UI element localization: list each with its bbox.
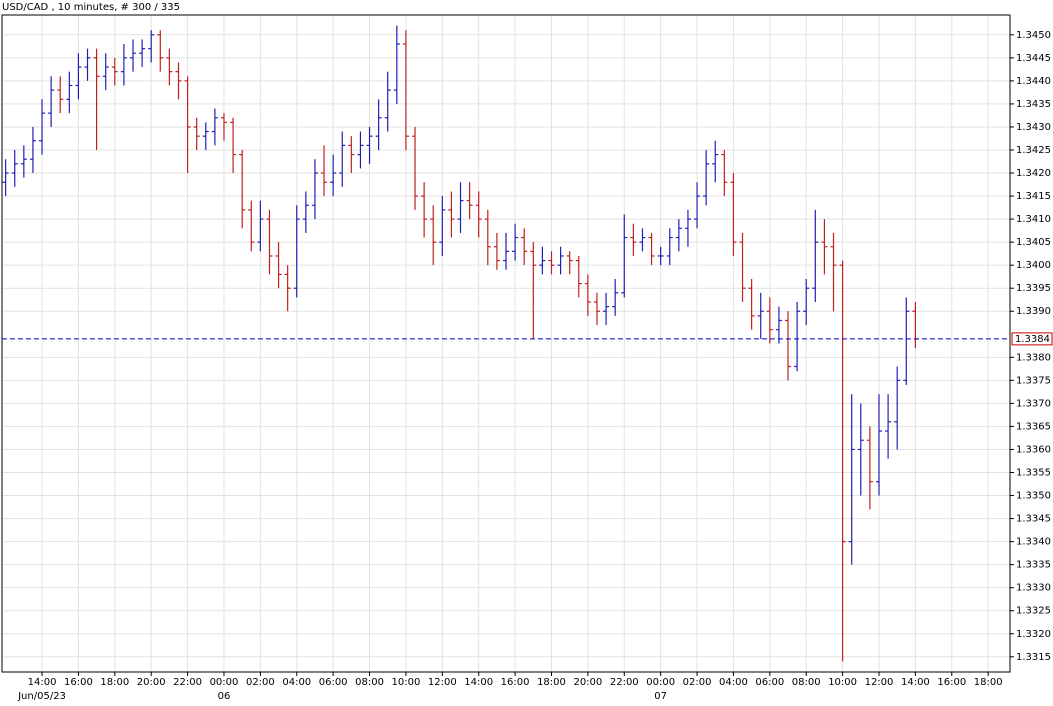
- y-tick-label: 1.3375: [1016, 375, 1051, 386]
- x-tick-label: 02:00: [246, 677, 275, 688]
- x-tick-label: 06:00: [319, 677, 348, 688]
- y-tick-label: 1.3390: [1016, 306, 1051, 317]
- y-tick-label: 1.3405: [1016, 237, 1051, 248]
- x-tick-label: 18:00: [537, 677, 566, 688]
- x-tick-label: 18:00: [974, 677, 1003, 688]
- x-tick-label: 00:00: [210, 677, 239, 688]
- y-tick-label: 1.3345: [1016, 514, 1051, 525]
- x-tick-label: 00:00: [646, 677, 675, 688]
- x-tick-label: 14:00: [464, 677, 493, 688]
- last-price-box: [1011, 332, 1053, 346]
- y-tick-label: 1.3365: [1016, 421, 1051, 432]
- chart-title: USD/CAD , 10 minutes, # 300 / 335: [2, 2, 180, 13]
- y-tick-label: 1.3425: [1016, 145, 1051, 156]
- y-tick-label: 1.3320: [1016, 629, 1051, 640]
- x-tick-label: 06:00: [755, 677, 784, 688]
- x-tick-label: 04:00: [719, 677, 748, 688]
- y-tick-label: 1.3315: [1016, 652, 1051, 663]
- y-tick-label: 1.3400: [1016, 260, 1051, 271]
- y-tick-label: 1.3430: [1016, 122, 1051, 133]
- x-tick-label: 14:00: [28, 677, 57, 688]
- y-tick-label: 1.3420: [1016, 168, 1051, 179]
- y-tick-label: 1.3445: [1016, 53, 1051, 64]
- x-tick-label: 08:00: [355, 677, 384, 688]
- x-tick-label: 12:00: [865, 677, 894, 688]
- y-tick-label: 1.3410: [1016, 214, 1051, 225]
- y-tick-label: 1.3435: [1016, 99, 1051, 110]
- x-tick-label: 22:00: [173, 677, 202, 688]
- x-tick-label: 18:00: [100, 677, 129, 688]
- y-tick-label: 1.3440: [1016, 76, 1051, 87]
- x-tick-label: 16:00: [937, 677, 966, 688]
- x-tick-label: 08:00: [792, 677, 821, 688]
- y-tick-label: 1.3325: [1016, 606, 1051, 617]
- x-tick-label: 16:00: [501, 677, 530, 688]
- y-tick-label: 1.3450: [1016, 30, 1051, 41]
- y-tick-label: 1.3395: [1016, 283, 1051, 294]
- x-tick-label: 02:00: [683, 677, 712, 688]
- date-label: Jun/05/23: [17, 691, 66, 702]
- date-label: 06: [218, 691, 231, 702]
- plot-frame: [1, 14, 1011, 673]
- x-tick-label: 20:00: [137, 677, 166, 688]
- y-tick-label: 1.3380: [1016, 352, 1051, 363]
- x-tick-label: 10:00: [392, 677, 421, 688]
- y-tick-label: 1.3350: [1016, 491, 1051, 502]
- y-tick-label: 1.3330: [1016, 583, 1051, 594]
- date-label: 07: [654, 691, 667, 702]
- x-tick-label: 04:00: [282, 677, 311, 688]
- y-tick-label: 1.3355: [1016, 468, 1051, 479]
- y-tick-label: 1.3360: [1016, 444, 1051, 455]
- x-tick-label: 20:00: [573, 677, 602, 688]
- x-tick-label: 16:00: [64, 677, 93, 688]
- y-tick-label: 1.3335: [1016, 560, 1051, 571]
- plot-area: [2, 15, 1010, 672]
- y-tick-label: 1.3415: [1016, 191, 1051, 202]
- x-tick-label: 10:00: [828, 677, 857, 688]
- x-tick-label: 12:00: [428, 677, 457, 688]
- y-tick-label: 1.3370: [1016, 398, 1051, 409]
- x-tick-label: 14:00: [901, 677, 930, 688]
- y-tick-label: 1.3340: [1016, 537, 1051, 548]
- x-tick-label: 22:00: [610, 677, 639, 688]
- last-price-label: 1.3384: [1015, 334, 1050, 345]
